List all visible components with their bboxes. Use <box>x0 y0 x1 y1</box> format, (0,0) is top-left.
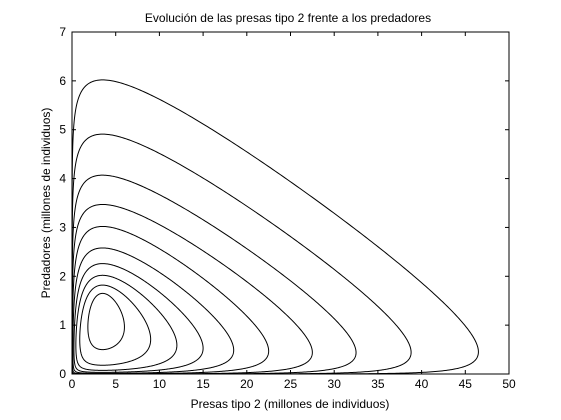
y-tick-label: 6 <box>59 74 66 88</box>
x-tick-label: 40 <box>415 377 429 391</box>
x-axis: 0 5 10 15 20 25 30 35 40 45 50 <box>69 32 516 391</box>
plot-frame <box>71 31 510 375</box>
orbit-line <box>75 274 178 371</box>
y-tick-label: 3 <box>59 220 66 234</box>
y-tick-label: 2 <box>59 269 66 283</box>
x-tick-label: 20 <box>240 377 254 391</box>
orbit-curves <box>71 79 479 375</box>
orbit-line <box>71 79 479 375</box>
x-tick-label: 5 <box>112 377 119 391</box>
x-tick-label: 15 <box>196 377 210 391</box>
x-tick-label: 45 <box>459 377 473 391</box>
y-axis: 0 1 2 3 4 5 6 7 <box>59 25 509 381</box>
x-tick-label: 0 <box>69 377 76 391</box>
y-tick-label: 5 <box>59 123 66 137</box>
y-tick-label: 7 <box>59 25 66 39</box>
orbit-line <box>71 133 412 375</box>
orbit-line <box>71 174 357 375</box>
x-tick-label: 10 <box>153 377 167 391</box>
orbit-line <box>71 225 270 375</box>
orbit-line <box>79 284 152 366</box>
y-axis-title: Predadores (millones de individuos) <box>39 108 53 299</box>
x-tick-label: 30 <box>328 377 342 391</box>
x-tick-label: 25 <box>284 377 298 391</box>
x-axis-title: Presas tipo 2 (millones de individuos) <box>191 397 390 411</box>
y-tick-label: 1 <box>59 318 66 332</box>
orbit-line <box>73 263 204 373</box>
x-tick-label: 50 <box>502 377 516 391</box>
x-tick-label: 35 <box>371 377 385 391</box>
y-tick-label: 0 <box>59 367 66 381</box>
orbit-line <box>87 292 125 351</box>
y-tick-label: 4 <box>59 172 66 186</box>
chart-title: Evolución de las presas tipo 2 frente a … <box>145 11 431 25</box>
orbit-line <box>72 247 235 374</box>
